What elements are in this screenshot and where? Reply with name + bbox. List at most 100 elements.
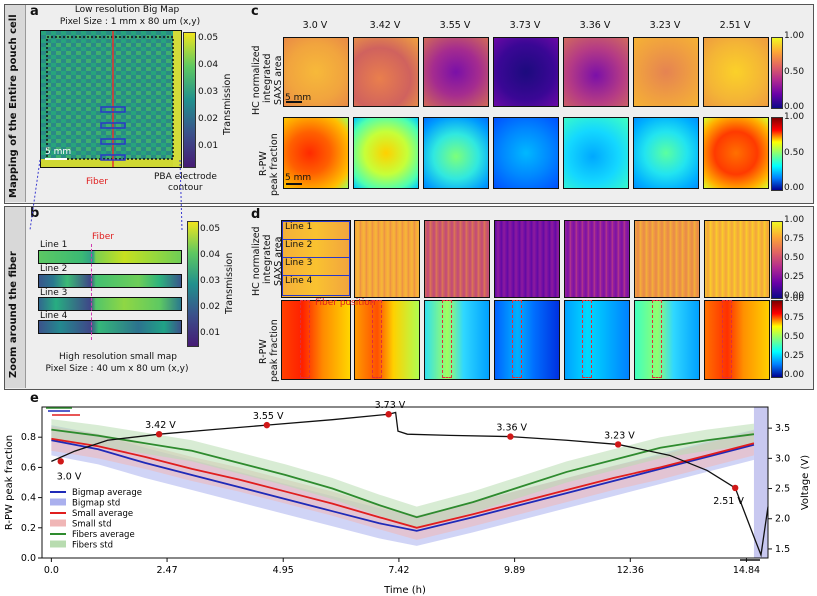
- x-tick-label-0: 0.0: [44, 565, 59, 576]
- d-cbar2-tick-1: 1.00: [784, 294, 805, 304]
- c-rpw-map-6: [633, 117, 699, 189]
- panel-a-title-2: Pixel Size : 1 mm x 80 um (x,y): [59, 17, 201, 27]
- panel-top-sidebar: [5, 5, 26, 202]
- c-cbar2-tick-1: 1.00: [784, 112, 805, 122]
- d-cbar2-tick-2: 0.75: [784, 313, 805, 323]
- y-tick-label-1: 0.2: [21, 523, 36, 534]
- c-row1-label-2: integrated: [262, 53, 273, 103]
- c-saxs-map-3: [423, 37, 489, 107]
- pba-label-1: PBA electrode: [154, 172, 217, 182]
- d-rpw-map-5: [564, 300, 630, 380]
- d-fiber-box-6: [652, 300, 662, 378]
- legend-label-1: Bigmap std: [72, 499, 120, 509]
- panel-e-chart: 3.0 V 3.42 V 3.55 V 3.73 V 3.36 V 3.23 V 2.51 …: [4, 400, 811, 596]
- panel-a-colorbar: [183, 32, 196, 168]
- b-line-4-label: Line 4: [40, 311, 68, 321]
- panel-b-cbar-tick-3: 0.03: [200, 276, 221, 286]
- d-cbar2-tick-3: 0.50: [784, 332, 805, 342]
- panel-b-footer-1: High resolution small map: [59, 352, 177, 362]
- discharge-end-region: [753, 407, 768, 558]
- fiber-dashed-line-b: [91, 244, 92, 340]
- y2-tick-label-4: 3.5: [775, 423, 790, 434]
- c-cbar1-tick-1: 1.00: [784, 31, 805, 41]
- panel-b-cbar-tick-5: 0.01: [200, 328, 221, 338]
- d-row2-label-1: R-PW: [258, 339, 269, 364]
- legend-label-4: Fibers average: [72, 530, 135, 540]
- fiber-label-a: Fiber: [86, 177, 108, 187]
- panel-b-cbar-label: Transmission: [224, 252, 235, 314]
- d-fiber-box-1: [300, 300, 310, 378]
- x-tick-label-2: 4.95: [273, 565, 294, 576]
- c-scalebar-2: [286, 183, 302, 185]
- series-line-3: [51, 411, 769, 558]
- x-tick-label-5: 12.36: [617, 565, 644, 576]
- c-cbar1-tick-3: 0.00: [784, 102, 805, 112]
- legend-swatch-5: [50, 540, 66, 548]
- c-volt-4: 3.73 V: [509, 20, 541, 31]
- c-saxs-map-4: [493, 37, 559, 107]
- x-tick-label-3: 7.42: [388, 565, 409, 576]
- big-map-pattern: [41, 31, 181, 167]
- c-rpw-colorbar: [771, 117, 783, 191]
- voltage-label-6: 2.51 V: [713, 496, 744, 507]
- d-saxs-colorbar: [771, 221, 783, 299]
- b-line-1-strip: [38, 250, 182, 264]
- d-cbar2-tick-4: 0.25: [784, 351, 805, 361]
- x-tick-label-1: 2.47: [156, 565, 177, 576]
- legend-label-2: Small average: [72, 509, 133, 519]
- d-line-3-label: Line 3: [285, 258, 313, 268]
- panel-a-cbar-tick-1: 0.05: [198, 33, 219, 43]
- c-volt-6: 3.23 V: [649, 20, 681, 31]
- voltage-marker-1: [155, 430, 163, 438]
- b-line-3-strip: [38, 297, 182, 311]
- d-cbar1-tick-2: 0.75: [784, 234, 805, 244]
- c-volt-2: 3.42 V: [369, 20, 401, 31]
- panel-a-cbar-tick-4: 0.02: [198, 114, 219, 124]
- c-rpw-map-3: [423, 117, 489, 189]
- d-fiber-box-7: [722, 300, 732, 378]
- std-band-2: [51, 419, 754, 528]
- c-rpw-map-2: [353, 117, 419, 189]
- c-rpw-map-7: [703, 117, 769, 189]
- x-tick-label-6: 14.84: [733, 565, 760, 576]
- series-line-1: [51, 437, 755, 529]
- plot-frame: [41, 406, 769, 559]
- b-line-2-strip: [38, 274, 182, 288]
- voltage-label-3: 3.73 V: [375, 400, 406, 411]
- d-cbar1-tick-4: 0.25: [784, 272, 805, 282]
- d-rpw-map-4: [494, 300, 560, 380]
- d-cbar1-tick-1: 1.00: [784, 215, 805, 225]
- d-fiber-box-4: [512, 300, 522, 378]
- panel-b-footer-2: Pixel Size : 40 um x 80 um (x,y): [45, 364, 189, 374]
- d-cbar1-tick-5: 0.00: [784, 291, 805, 301]
- d-row2-label-2: peak fraction: [269, 319, 280, 382]
- big-map-scale-text: 5 mm: [45, 147, 72, 157]
- big-map: [40, 30, 182, 168]
- y2-tick-label-0: 1.5: [775, 544, 790, 555]
- c-scalebar: [286, 101, 302, 103]
- voltage-label-0: 3.0 V: [57, 471, 82, 482]
- c-saxs-map-6: [633, 37, 699, 107]
- voltage-marker-3: [385, 411, 392, 418]
- c-row2-label-2: peak fraction: [269, 133, 280, 196]
- c-volt-3: 3.55 V: [439, 20, 471, 31]
- panel-b-cbar-tick-2: 0.04: [200, 250, 221, 260]
- legend-label-5: Fibers std: [72, 541, 113, 551]
- d-line-2-label: Line 2: [285, 240, 313, 250]
- y-tick-label-0: 0.0: [21, 553, 36, 564]
- d-fiber-box-5: [582, 300, 592, 378]
- d-saxs-map-4: [494, 220, 560, 298]
- d-saxs-map-6: [634, 220, 700, 298]
- d-line-4-label: Line 4: [285, 276, 313, 286]
- d-rpw-map-1: [281, 300, 351, 380]
- voltage-label-1: 3.42 V: [145, 420, 176, 431]
- d-cbar1-tick-3: 0.50: [784, 253, 805, 263]
- c-saxs-map-1: [283, 37, 349, 107]
- d-rpw-colorbar: [771, 300, 783, 378]
- panel-a-title-1: Low resolution Big Map: [74, 5, 180, 15]
- c-saxs-map-5: [563, 37, 629, 107]
- panel-a-cbar-tick-5: 0.01: [198, 141, 219, 151]
- d-saxs-map-3: [424, 220, 490, 298]
- y2-axis-label: Voltage (V): [800, 455, 811, 510]
- d-fiber-position-label: Fiber position: [315, 298, 376, 308]
